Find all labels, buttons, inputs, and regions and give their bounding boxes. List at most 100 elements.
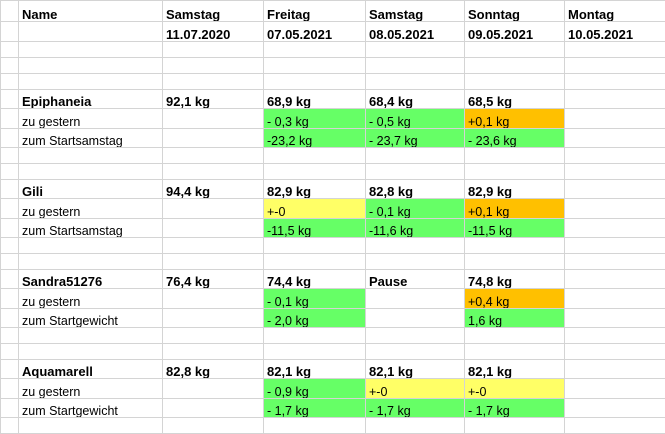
row-label[interactable]: zu gestern: [18, 198, 163, 219]
weight-cell[interactable]: 76,4 kg: [162, 268, 264, 290]
delta-cell[interactable]: -11,5 kg: [464, 217, 565, 239]
empty-cell[interactable]: [162, 57, 264, 74]
weight-cell[interactable]: 82,8 kg: [365, 178, 465, 200]
person-name[interactable]: Epiphaneia: [18, 88, 163, 110]
empty-cell[interactable]: [365, 72, 465, 90]
empty-cell[interactable]: [564, 162, 665, 180]
empty-cell[interactable]: [564, 416, 665, 434]
empty-cell[interactable]: [18, 342, 163, 360]
empty-cell[interactable]: [365, 41, 465, 59]
weight-cell[interactable]: 82,1 kg: [464, 358, 565, 380]
row-label[interactable]: zum Startgewicht: [18, 307, 163, 329]
delta-cell[interactable]: [564, 288, 665, 309]
row-label[interactable]: zum Startsamstag: [18, 127, 163, 149]
delta-cell[interactable]: 1,6 kg: [464, 307, 565, 329]
empty-cell[interactable]: [18, 416, 163, 434]
delta-cell[interactable]: - 0,9 kg: [263, 378, 366, 399]
empty-cell[interactable]: [0, 41, 19, 59]
header-day-2[interactable]: Samstag: [365, 0, 465, 22]
empty-cell[interactable]: [0, 88, 19, 110]
delta-cell[interactable]: - 0,3 kg: [263, 108, 366, 129]
empty-cell[interactable]: [464, 416, 565, 434]
empty-cell[interactable]: [18, 72, 163, 90]
empty-cell[interactable]: [365, 342, 465, 360]
empty-cell[interactable]: [162, 342, 264, 360]
weight-cell[interactable]: 82,1 kg: [365, 358, 465, 380]
delta-cell[interactable]: - 23,7 kg: [365, 127, 465, 149]
weight-cell[interactable]: 74,8 kg: [464, 268, 565, 290]
delta-cell[interactable]: [162, 108, 264, 129]
empty-cell[interactable]: [0, 72, 19, 90]
row-label[interactable]: zum Startgewicht: [18, 397, 163, 418]
delta-cell[interactable]: +-0: [263, 198, 366, 219]
delta-cell[interactable]: [365, 288, 465, 309]
delta-cell[interactable]: [162, 307, 264, 329]
delta-cell[interactable]: +-0: [365, 378, 465, 399]
delta-cell[interactable]: [162, 378, 264, 399]
weight-cell[interactable]: 82,8 kg: [162, 358, 264, 380]
empty-cell[interactable]: [365, 416, 465, 434]
delta-cell[interactable]: [564, 378, 665, 399]
empty-cell[interactable]: [263, 41, 366, 59]
delta-cell[interactable]: - 1,7 kg: [365, 397, 465, 418]
empty-cell[interactable]: [0, 378, 19, 399]
delta-cell[interactable]: -23,2 kg: [263, 127, 366, 149]
empty-cell[interactable]: [0, 20, 19, 43]
weight-cell[interactable]: 92,1 kg: [162, 88, 264, 110]
empty-cell[interactable]: [263, 252, 366, 270]
empty-cell[interactable]: [464, 237, 565, 254]
weight-cell[interactable]: [564, 268, 665, 290]
delta-cell[interactable]: - 2,0 kg: [263, 307, 366, 329]
empty-cell[interactable]: [0, 307, 19, 329]
header-date-2[interactable]: 08.05.2021: [365, 20, 465, 43]
empty-cell[interactable]: [564, 342, 665, 360]
empty-cell[interactable]: [18, 327, 163, 344]
delta-cell[interactable]: - 1,7 kg: [263, 397, 366, 418]
row-label[interactable]: zu gestern: [18, 288, 163, 309]
empty-cell[interactable]: [18, 41, 163, 59]
delta-cell[interactable]: [564, 217, 665, 239]
empty-cell[interactable]: [365, 327, 465, 344]
empty-cell[interactable]: [18, 147, 163, 164]
empty-cell[interactable]: [0, 178, 19, 200]
empty-cell[interactable]: [0, 268, 19, 290]
person-name[interactable]: Sandra51276: [18, 268, 163, 290]
empty-cell[interactable]: [464, 72, 565, 90]
weight-cell[interactable]: 68,9 kg: [263, 88, 366, 110]
row-label[interactable]: zu gestern: [18, 108, 163, 129]
empty-cell[interactable]: [365, 237, 465, 254]
empty-cell[interactable]: [0, 0, 19, 22]
row-label[interactable]: zum Startsamstag: [18, 217, 163, 239]
delta-cell[interactable]: [564, 397, 665, 418]
empty-cell[interactable]: [18, 57, 163, 74]
empty-cell[interactable]: [564, 57, 665, 74]
empty-cell[interactable]: [0, 217, 19, 239]
empty-cell[interactable]: [0, 162, 19, 180]
weight-cell[interactable]: Pause: [365, 268, 465, 290]
empty-cell[interactable]: [365, 252, 465, 270]
empty-cell[interactable]: [464, 252, 565, 270]
weight-cell[interactable]: 94,4 kg: [162, 178, 264, 200]
row-label[interactable]: zu gestern: [18, 378, 163, 399]
header-day-1[interactable]: Freitag: [263, 0, 366, 22]
empty-cell[interactable]: [162, 237, 264, 254]
delta-cell[interactable]: [564, 198, 665, 219]
empty-cell[interactable]: [365, 162, 465, 180]
empty-cell[interactable]: [162, 41, 264, 59]
empty-cell[interactable]: [18, 252, 163, 270]
weight-cell[interactable]: [564, 88, 665, 110]
header-date-1[interactable]: 07.05.2021: [263, 20, 366, 43]
empty-cell[interactable]: [162, 147, 264, 164]
weight-cell[interactable]: 74,4 kg: [263, 268, 366, 290]
empty-cell[interactable]: [0, 237, 19, 254]
delta-cell[interactable]: +-0: [464, 378, 565, 399]
empty-cell[interactable]: [0, 327, 19, 344]
empty-cell[interactable]: [0, 127, 19, 149]
header-day-0[interactable]: Samstag: [162, 0, 264, 22]
empty-cell[interactable]: [564, 237, 665, 254]
empty-cell[interactable]: [564, 252, 665, 270]
empty-cell[interactable]: [365, 147, 465, 164]
delta-cell[interactable]: - 0,5 kg: [365, 108, 465, 129]
delta-cell[interactable]: [162, 127, 264, 149]
delta-cell[interactable]: [162, 288, 264, 309]
